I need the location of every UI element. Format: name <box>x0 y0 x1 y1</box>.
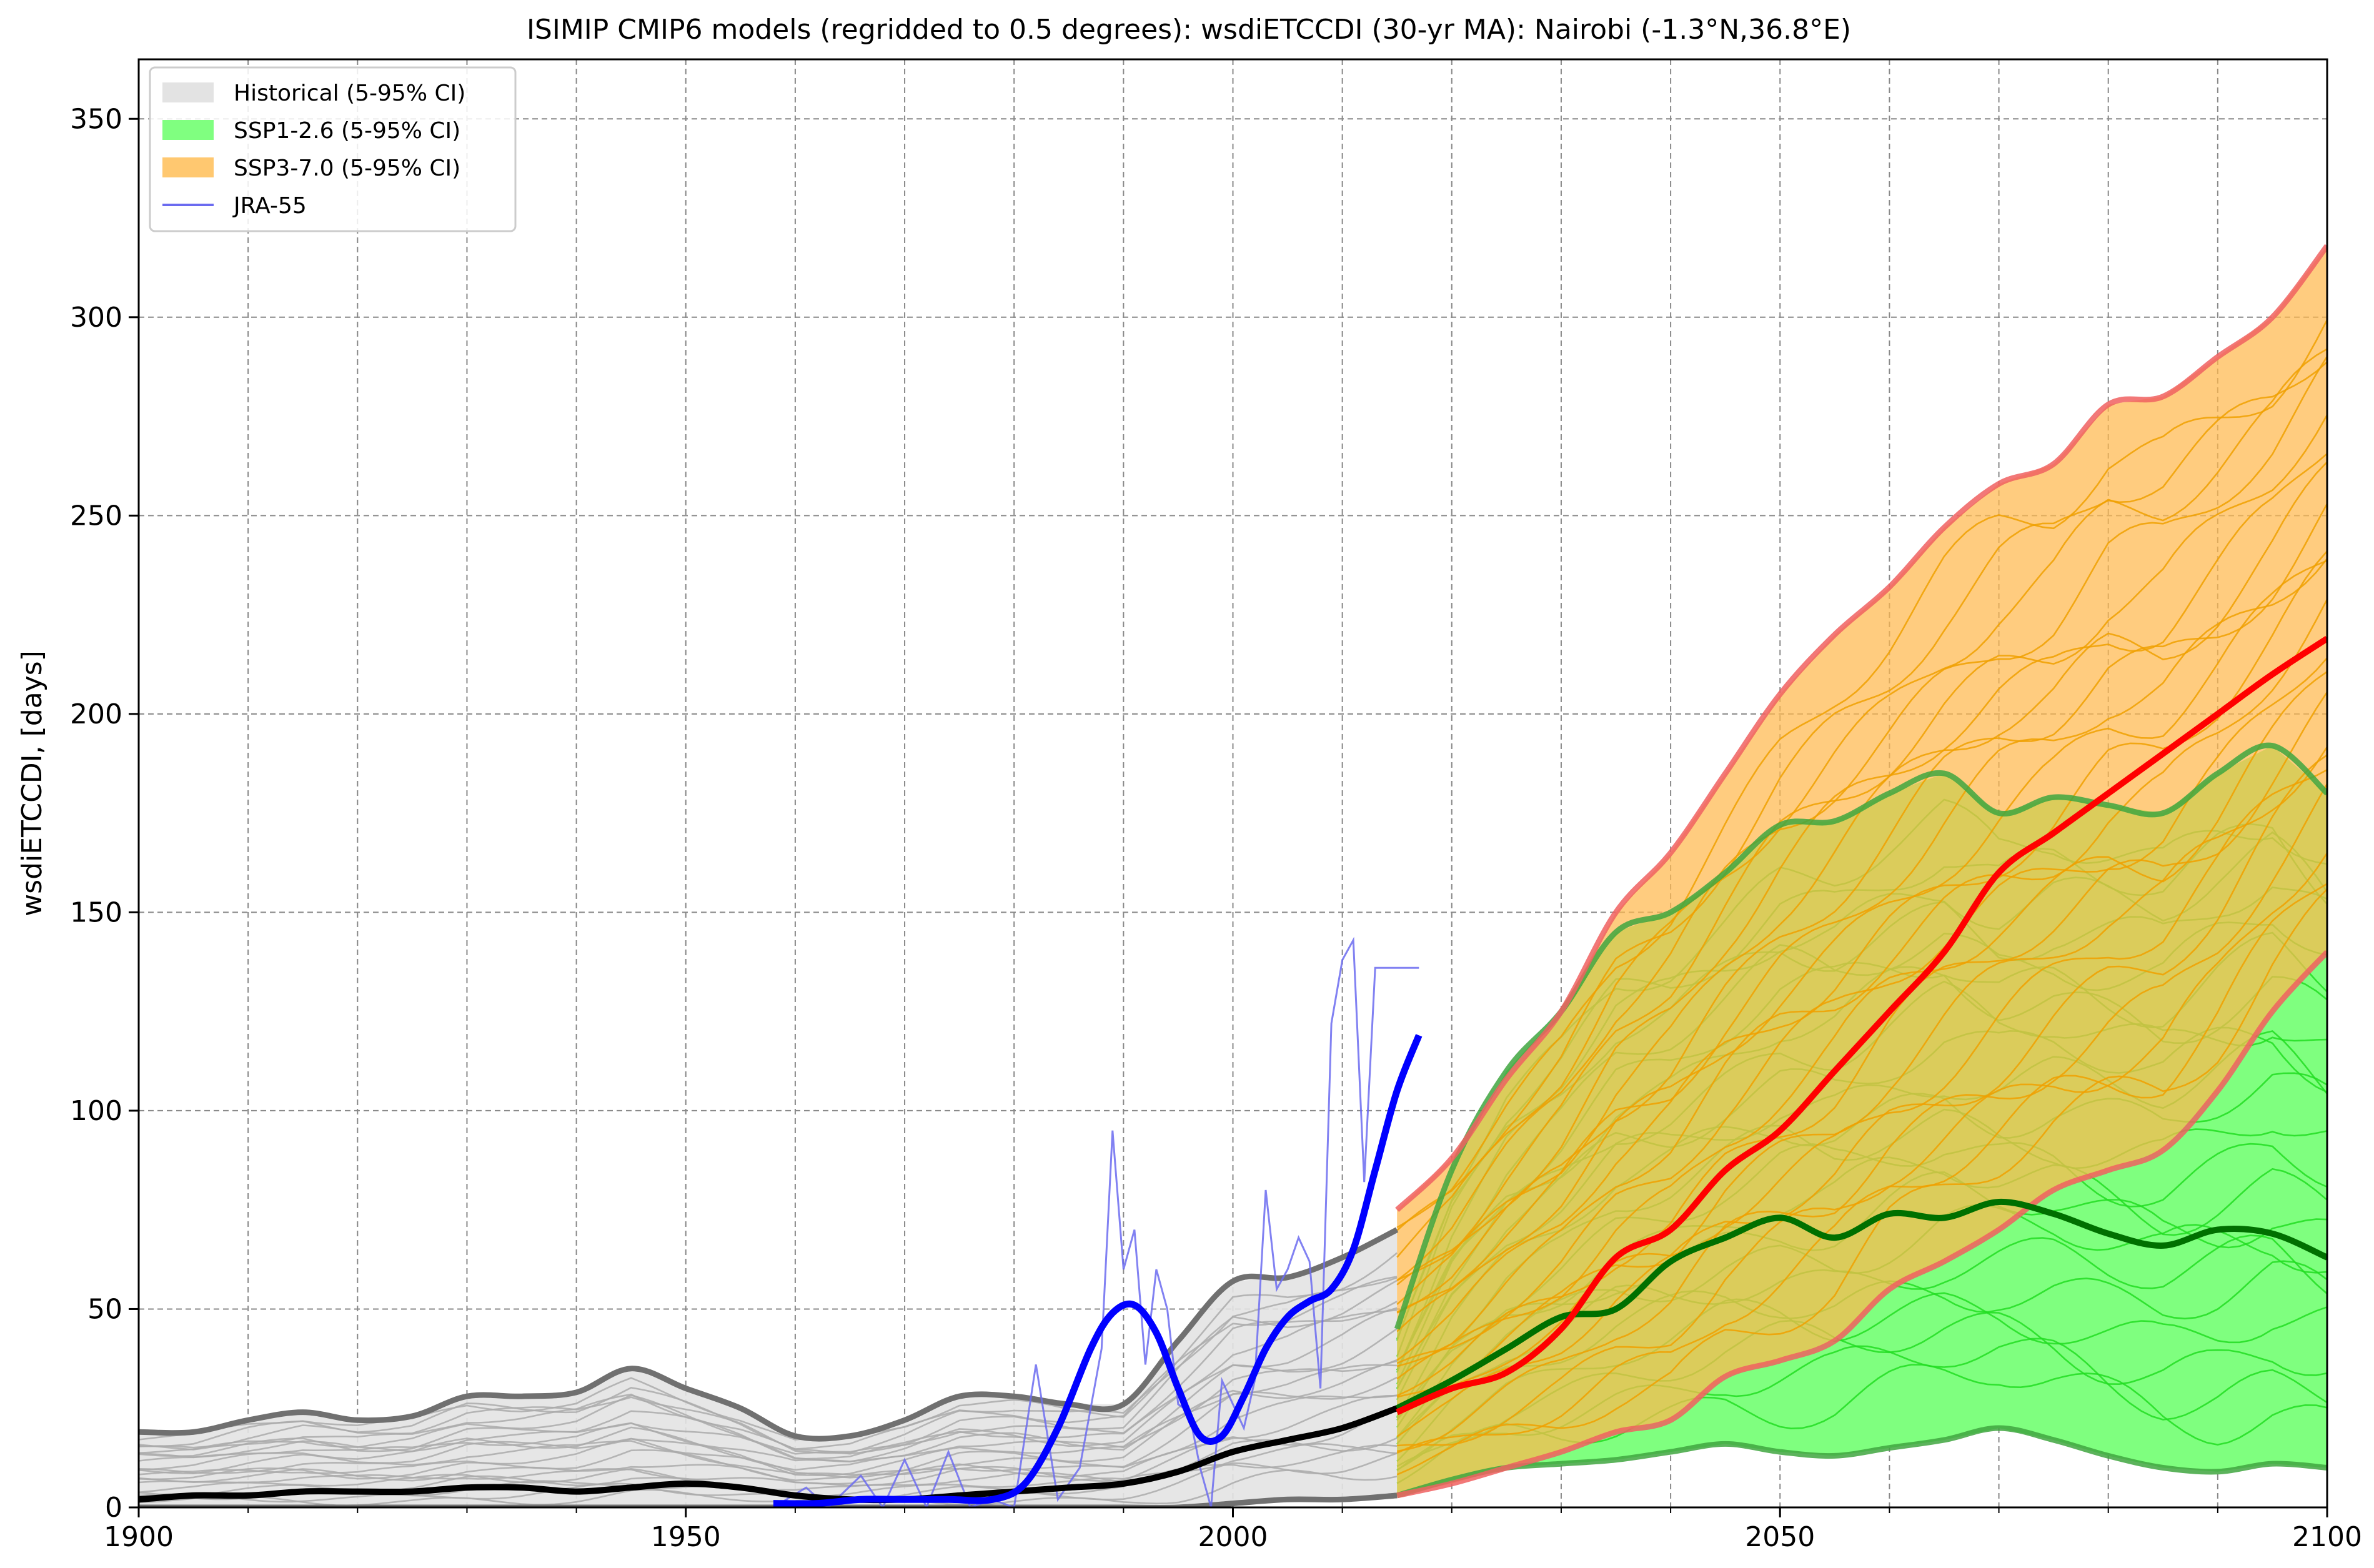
ssp370-member-line <box>1396 355 2327 1281</box>
legend-swatch <box>162 157 214 177</box>
y-tick-label: 250 <box>70 500 122 532</box>
historical-bound-upper <box>139 1227 1399 1442</box>
ssp370-bound-upper <box>1395 244 2327 1212</box>
y-axis-label: wsdiETCCDI, [days] <box>16 650 48 916</box>
legend-label: Historical (5-95% CI) <box>234 81 465 106</box>
legend: Historical (5-95% CI) SSP1-2.6 (5-95% CI)… <box>149 66 517 232</box>
ssp370-member-line <box>1396 769 2327 1409</box>
ssp370-member-line <box>1396 348 2327 1258</box>
ssp370-member-line <box>1396 598 2327 1367</box>
historical-median-line <box>139 1405 1398 1504</box>
legend-label: SSP3-7.0 (5-95% CI) <box>234 156 460 181</box>
y-tick-label: 350 <box>70 103 122 135</box>
historical-member-line <box>139 1406 1398 1487</box>
ssp370-member-line <box>1396 754 2327 1437</box>
ssp370-member-line <box>1396 414 2327 1281</box>
historical-member-line <box>139 1376 1398 1476</box>
data-layer <box>139 244 2327 1507</box>
ssp370-member-line <box>1396 319 2327 1229</box>
historical-member-line <box>139 1277 1398 1450</box>
historical-member-line <box>139 1394 1398 1482</box>
ssp370-member-line <box>1396 453 2327 1286</box>
ssp370-member-line <box>1397 852 2327 1447</box>
y-tick-label: 150 <box>70 896 122 928</box>
ssp370-bound-lower <box>1396 950 2327 1499</box>
x-tick-label: 2050 <box>1745 1521 1815 1553</box>
ssp370-member-line <box>1396 883 2327 1454</box>
historical-member-line <box>139 1309 1398 1460</box>
legend-label: SSP1-2.6 (5-95% CI) <box>234 118 460 144</box>
ssp370-member-line <box>1396 558 2327 1313</box>
chart-title: ISIMIP CMIP6 models (regridded to 0.5 de… <box>527 14 1851 46</box>
historical-member-line <box>139 1252 1398 1441</box>
ssp126-bound-lower <box>1396 1425 2327 1499</box>
ssp370-member-line <box>1396 657 2327 1364</box>
legend-label: JRA-55 <box>232 193 307 219</box>
ssp370-member-line <box>1396 888 2327 1476</box>
x-tick-label: 2000 <box>1198 1521 1268 1553</box>
x-tick-label: 1950 <box>651 1521 721 1553</box>
y-tick-label: 300 <box>70 302 122 334</box>
ssp126-bound-upper <box>1394 742 2327 1330</box>
y-tick-label: 0 <box>105 1492 122 1524</box>
axes: 1900 1950 2000 2050 2100 0 50 100 150 200 250 300 35… <box>70 103 2362 1553</box>
ssp370-median-line <box>1396 636 2327 1416</box>
ssp370-member-line <box>1396 783 2327 1452</box>
historical-band <box>139 1229 1398 1507</box>
historical-member-line <box>139 1301 1398 1455</box>
y-tick-label: 200 <box>70 698 122 730</box>
x-tick-label: 2100 <box>2292 1521 2362 1553</box>
legend-box <box>149 66 517 232</box>
y-tick-label: 100 <box>70 1095 122 1127</box>
ssp126-median-line <box>1395 1198 2327 1411</box>
legend-swatch <box>162 120 214 140</box>
ssp370-member-line <box>1396 361 2327 1231</box>
ssp370-member-line <box>1396 692 2327 1397</box>
ssp370-member-line <box>1396 671 2327 1380</box>
historical-member-line <box>139 1327 1398 1462</box>
legend-swatch <box>162 82 214 102</box>
ssp370-member-line <box>1396 560 2327 1332</box>
y-tick-label: 50 <box>87 1293 122 1325</box>
ssp370-band <box>1397 246 2327 1496</box>
ssp370-member-line <box>1396 503 2327 1314</box>
jra55-smoothed-line <box>773 1034 1423 1507</box>
x-tick-label: 1900 <box>104 1521 174 1553</box>
